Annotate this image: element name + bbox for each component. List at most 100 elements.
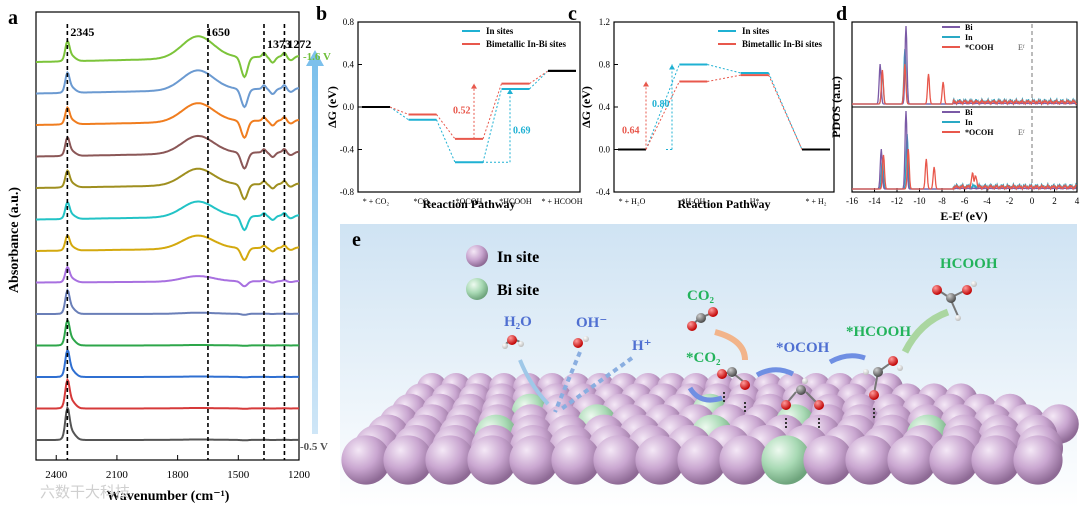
hydrogen-atom <box>897 365 903 371</box>
potential-arrow-head <box>306 50 324 66</box>
c-connector <box>707 64 741 74</box>
arrow-co2-adsorb <box>714 329 748 361</box>
a-series-line-8 <box>36 265 300 288</box>
c-category-label: H* <box>750 197 760 206</box>
d-line-in <box>852 48 1077 106</box>
a-x-ticks: 2400 2100 1800 1500 1200 <box>45 455 311 481</box>
a-ylabel: Absorbance (a.u.) <box>7 187 22 294</box>
label-hcooh: HCOOH <box>940 256 998 272</box>
in-atom <box>887 435 937 485</box>
d-line-adsorbate <box>852 63 1077 106</box>
c-connector <box>645 64 680 150</box>
arrow-oh <box>553 351 582 413</box>
oxygen-atom <box>962 285 972 295</box>
legend-bi-site-label: Bi site <box>497 282 539 299</box>
label-h2o: H₂O <box>504 314 532 330</box>
a-peak-guides <box>66 24 286 460</box>
arrow-to-ocoh <box>755 367 795 378</box>
d-tick-label: -14 <box>869 196 881 206</box>
watermark: 六数干大科技 <box>40 484 130 501</box>
hydrogen-atom <box>518 341 524 347</box>
oxygen-atom <box>687 321 697 331</box>
a-series-line-1 <box>36 35 300 79</box>
oxygen-atom <box>708 307 718 317</box>
label-star-hcooh: *HCOOH <box>846 324 911 340</box>
c-legend-label: Bimetallic In-Bi sites <box>742 39 822 49</box>
a-series-line-10 <box>36 317 299 347</box>
carbon-atom <box>727 367 737 377</box>
a-tick-label: 2100 <box>106 469 129 481</box>
a-peak-label-2345: 2345 <box>70 25 94 39</box>
b-category-label: * + CO₂ <box>363 197 390 206</box>
b-barrier-label: 0.52 <box>453 105 471 116</box>
a-xlabel: Wavenumber (cm⁻¹) <box>107 489 230 504</box>
a-series-line-3 <box>36 102 300 140</box>
oxygen-atom <box>717 369 727 379</box>
carbon-atom <box>946 293 956 303</box>
b-category-label: *HCOOH <box>499 197 532 206</box>
c-category-label: *H-OH <box>681 197 705 206</box>
arrow-desorb <box>901 308 950 354</box>
in-atom <box>635 435 685 485</box>
a-tick-label: 1800 <box>167 469 190 481</box>
a-series-line-2 <box>36 69 300 109</box>
b-legend-label: In sites <box>486 26 514 36</box>
b-plot: -0.8 -0.4 0.0 0.4 0.8 * + CO₂ *CO₂ *OCOH *HCOOH *… <box>340 17 583 206</box>
c-category-label: * + H₂ <box>805 197 826 206</box>
d-tick-label: 2 <box>1052 196 1057 206</box>
panel-label-c: c <box>568 3 577 25</box>
b-connector <box>436 114 456 140</box>
a-series-line-9 <box>36 288 299 316</box>
d-tick-label: 0 <box>1030 196 1035 206</box>
b-ytick-label: 0.4 <box>343 60 355 70</box>
bi-atom <box>761 435 811 485</box>
in-atom <box>803 435 853 485</box>
hydrogen-atom <box>955 315 961 321</box>
oxygen-atom <box>888 356 898 366</box>
label-co2: CO₂ <box>687 288 715 304</box>
panel-e: e In site Bi site H₂O OH⁻ H⁺ CO₂ *CO₂ *OCOH *H… <box>340 224 1079 508</box>
in-atom <box>1013 435 1063 485</box>
c-connector <box>707 74 741 82</box>
d-ylabel: PDOS (a.u.) <box>829 76 843 138</box>
b-ytick-label: -0.4 <box>340 145 355 155</box>
hydrogen-atom <box>583 336 589 342</box>
legend-in-site-icon <box>466 245 488 267</box>
label-star-co2: *CO₂ <box>686 350 721 366</box>
a-series-line-6 <box>36 200 299 232</box>
a-arrow-top-label: -1.6 V <box>303 51 331 63</box>
a-tick-label: 1200 <box>288 469 311 481</box>
oxygen-atom <box>507 335 517 345</box>
b-connector <box>529 70 549 85</box>
oxygen-atom <box>740 380 750 390</box>
oxygen-atom <box>781 400 791 410</box>
panel-b: b -0.8 -0.4 0.0 0.4 0.8 * + CO₂ *CO₂ *OCOH *HCOO… <box>316 3 583 211</box>
b-barrier-label: 0.69 <box>513 126 531 137</box>
hydrogen-atom <box>502 343 508 349</box>
b-category-label: * + HCOOH <box>542 197 583 206</box>
b-connector <box>389 106 409 115</box>
carbon-atom <box>873 367 883 377</box>
oxygen-atom <box>814 400 824 410</box>
d-legend-label: *COOH <box>965 43 994 52</box>
d-tick-label: -4 <box>983 196 991 206</box>
b-connector <box>482 83 502 140</box>
a-peak-label-1272: 1272 <box>287 37 311 51</box>
a-series-line-12 <box>36 377 299 410</box>
b-connector <box>436 119 456 163</box>
d-fermi-label: Eᶠ <box>1018 128 1025 137</box>
in-atom <box>719 435 769 485</box>
d-fermi-label: Eᶠ <box>1018 43 1025 52</box>
a-peak-label-1373: 1373 <box>267 37 291 51</box>
d-tick-label: -10 <box>914 196 926 206</box>
c-connector <box>768 72 803 150</box>
arrow-to-hcooh-ads <box>828 353 866 365</box>
label-h-plus: H⁺ <box>632 338 652 354</box>
in-atom <box>467 435 517 485</box>
a-series-line-5 <box>36 167 300 201</box>
b-connector <box>529 70 549 90</box>
